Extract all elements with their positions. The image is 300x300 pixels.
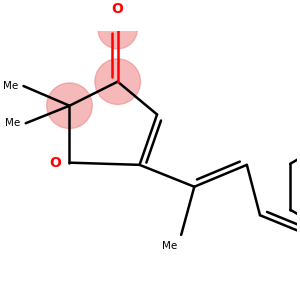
Text: Me: Me [3,81,18,91]
Text: Me: Me [5,118,20,128]
Text: O: O [50,156,61,170]
Circle shape [47,83,92,128]
Circle shape [98,9,137,49]
Text: O: O [112,2,124,16]
Circle shape [95,59,140,104]
Text: Me: Me [161,242,177,251]
